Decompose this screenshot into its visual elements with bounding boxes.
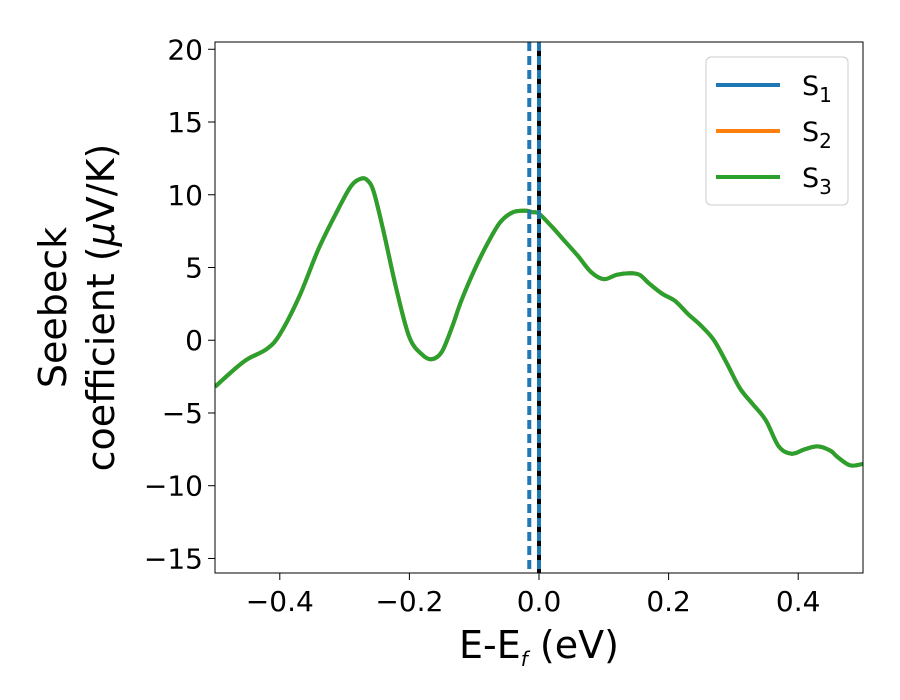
x-tick-label: 0.4	[776, 585, 821, 618]
legend-label-3: S3	[802, 163, 832, 199]
y-tick-label: −15	[144, 542, 203, 575]
y-tick-label: −5	[162, 397, 203, 430]
chart-marks	[215, 42, 863, 573]
y-axis-label-line2-text: coefficient (	[79, 246, 123, 471]
x-tick-label: −0.4	[246, 585, 314, 618]
y-axis-label: Seebeck coefficient (μV/K)	[31, 144, 123, 472]
x-tick-label: 0.0	[517, 585, 562, 618]
y-tick-label: 15	[167, 106, 203, 139]
y-tick-label: 0	[185, 324, 203, 357]
y-axis-label-line2: coefficient (μV/K)	[79, 144, 123, 472]
axis-ticks: −0.4 −0.2 0.0 0.2 0.4 −15 −10 −5 0 5 10 15 20	[144, 33, 821, 618]
y-tick-label: 20	[167, 33, 203, 66]
y-tick-label: −10	[144, 470, 203, 503]
x-axis-label: E-Ef (eV)	[459, 623, 619, 671]
x-axis-label-sub: f	[521, 647, 531, 671]
x-tick-label: −0.2	[375, 585, 443, 618]
legend: S1 S2 S3	[705, 56, 849, 206]
y-tick-label: 10	[167, 179, 203, 212]
x-axis-label-unit: (eV)	[528, 623, 619, 667]
legend-label-1: S1	[802, 71, 832, 107]
y-axis-label-mu: μ	[79, 222, 123, 247]
legend-label-2: S2	[802, 117, 832, 153]
y-axis-label-unit: V/K)	[79, 144, 123, 223]
x-tick-label: 0.2	[646, 585, 691, 618]
y-tick-label: 5	[185, 251, 203, 284]
y-axis-label-line1: Seebeck	[31, 227, 75, 388]
x-axis-label-main: E-E	[459, 623, 521, 667]
